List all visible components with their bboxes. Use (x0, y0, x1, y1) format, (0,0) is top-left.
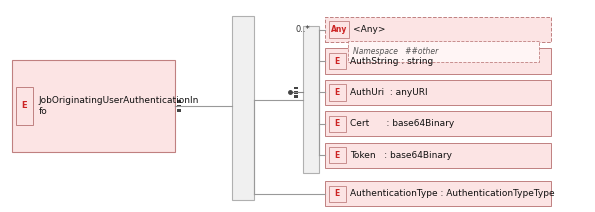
Bar (11, 60, 175, 152)
Bar (294, 91, 298, 94)
Bar (303, 26, 318, 173)
Bar (177, 109, 181, 112)
Bar (294, 95, 298, 98)
Bar (328, 116, 346, 132)
Text: E: E (334, 88, 340, 97)
Text: Cert      : base64Binary: Cert : base64Binary (350, 119, 455, 128)
Text: E: E (334, 189, 340, 198)
Text: E: E (21, 102, 27, 110)
Text: Token   : base64Binary: Token : base64Binary (350, 151, 452, 160)
Text: AuthUri  : anyURI: AuthUri : anyURI (350, 88, 428, 97)
Bar (16, 87, 33, 125)
Bar (325, 80, 550, 105)
Bar (232, 16, 253, 200)
Text: AuthString : string: AuthString : string (350, 57, 433, 66)
Bar (328, 53, 346, 69)
Bar (328, 21, 349, 38)
Bar (177, 100, 181, 103)
Text: JobOriginatingUserAuthenticationIn
fo: JobOriginatingUserAuthenticationIn fo (39, 96, 199, 116)
Text: E: E (334, 151, 340, 160)
Text: Namespace   ##other: Namespace ##other (353, 47, 439, 56)
Bar (325, 17, 550, 42)
Bar (177, 105, 181, 107)
Bar (328, 84, 346, 100)
Text: Any: Any (331, 25, 347, 34)
Bar (325, 181, 550, 206)
Text: 0..*: 0..* (296, 25, 311, 34)
Text: E: E (334, 57, 340, 66)
Bar (328, 147, 346, 163)
Text: <Any>: <Any> (353, 25, 386, 34)
Bar (325, 143, 550, 168)
Bar (348, 41, 539, 62)
Text: E: E (334, 119, 340, 128)
Text: AuthenticationType : AuthenticationTypeType: AuthenticationType : AuthenticationTypeT… (350, 189, 555, 198)
Bar (325, 49, 550, 74)
Bar (328, 186, 346, 202)
Bar (325, 111, 550, 136)
Bar (294, 87, 298, 89)
